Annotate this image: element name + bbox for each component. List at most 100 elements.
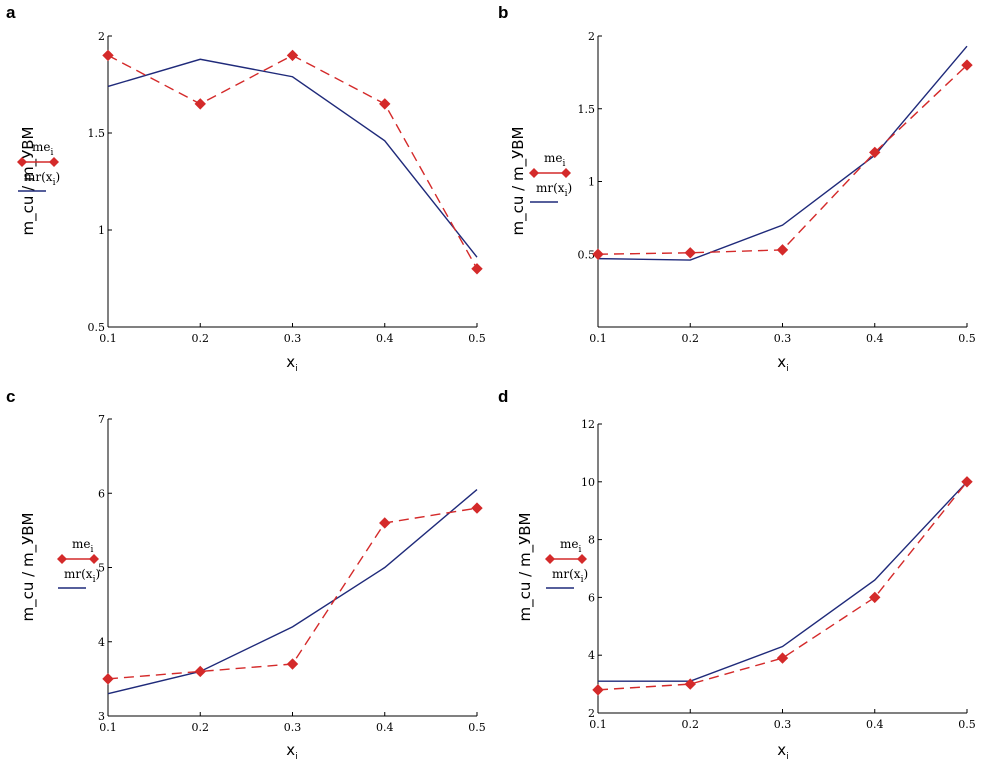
data-point-measured	[592, 248, 604, 260]
x-tick-label: 0.5	[958, 718, 976, 731]
panel-label: b	[498, 3, 508, 22]
x-tick-label: 0.2	[192, 332, 210, 345]
y-tick-label: 2	[588, 707, 595, 720]
x-axis-title: xi	[286, 353, 297, 374]
y-tick-label: 3	[98, 710, 105, 723]
x-tick-label: 0.4	[866, 332, 884, 345]
y-tick-label: 10	[581, 476, 595, 489]
x-tick-label: 0.4	[866, 718, 884, 731]
x-tick-label: 0.2	[682, 718, 700, 731]
legend-label-model: mr(xi)	[64, 567, 100, 585]
x-tick-label: 0.5	[468, 332, 486, 345]
chart-panel-a: a 0.5 1 1.5 2 0.1 0.2 0.3 0.4 0.5 xi m_cu / m_УВМme…	[6, 3, 486, 374]
y-axis-title: m_cu / m_УВМ	[19, 127, 38, 236]
series-line-model	[597, 45, 968, 261]
chart-panel-d: d 2 4 6 8 10 12 0.1 0.2 0.3 0.4 0.5 xi m_cu / m_УВМ me…	[498, 387, 976, 762]
series-line-model	[107, 58, 478, 258]
data-point-measured	[592, 684, 604, 696]
panel-label: d	[498, 387, 508, 406]
legend-marker-measured	[17, 157, 27, 167]
data-point-measured	[379, 517, 391, 529]
legend-label-model: mr(xi)	[552, 567, 588, 585]
y-axis-title: m_cu / m_УВМ	[19, 513, 38, 622]
y-tick-label: 4	[98, 636, 105, 649]
x-axis-title: xi	[286, 741, 297, 762]
data-point-measured	[961, 476, 973, 488]
data-point-measured	[286, 49, 299, 62]
y-tick-label: 0.5	[88, 321, 106, 334]
legend: mei mr(xi)	[529, 151, 572, 203]
legend-marker-measured	[561, 168, 571, 178]
y-tick-label: 6	[98, 487, 105, 500]
x-tick-label: 0.3	[284, 332, 302, 345]
data-point-measured	[194, 98, 206, 110]
x-tick-label: 0.3	[774, 332, 792, 345]
x-tick-label: 0.1	[99, 332, 117, 345]
legend-marker-measured	[49, 157, 59, 167]
legend-label-measured: mei	[560, 537, 581, 555]
x-tick-label: 0.5	[958, 332, 976, 345]
y-tick-label: 7	[98, 413, 105, 426]
y-axis-title: m_cu / m_УВМ	[509, 127, 528, 236]
x-tick-label: 0.1	[99, 721, 117, 734]
data-point-measured	[869, 146, 881, 159]
legend-marker-measured	[57, 554, 67, 564]
data-point-measured	[776, 244, 789, 256]
data-point-measured	[194, 665, 206, 678]
y-tick-label: 8	[588, 534, 595, 547]
y-tick-label: 4	[588, 649, 595, 662]
y-tick-label: 1	[588, 176, 595, 189]
x-tick-label: 0.1	[589, 332, 607, 345]
y-tick-label: 5	[98, 562, 105, 575]
data-point-measured	[102, 49, 114, 62]
y-tick-label: 2	[588, 30, 595, 43]
x-tick-label: 0.1	[589, 718, 607, 731]
y-tick-label: 6	[588, 591, 595, 604]
legend-label-measured: mei	[544, 151, 565, 169]
data-point-measured	[286, 658, 299, 670]
y-tick-label: 1.5	[88, 127, 106, 140]
x-axis-title: xi	[777, 741, 788, 762]
data-point-measured	[776, 652, 789, 664]
data-point-measured	[471, 502, 483, 514]
data-point-measured	[684, 247, 696, 259]
series-line-measured	[107, 507, 478, 680]
data-point-measured	[961, 59, 973, 71]
x-tick-label: 0.3	[774, 718, 792, 731]
legend-marker-measured	[89, 554, 99, 564]
series-line-measured	[107, 54, 478, 270]
y-axis-title: m_cu / m_УВМ	[516, 513, 535, 622]
data-point-measured	[684, 678, 696, 690]
legend-marker-measured	[577, 554, 587, 564]
data-point-measured	[379, 98, 391, 110]
legend-label-measured: mei	[32, 140, 53, 158]
legend-label-measured: mei	[72, 537, 93, 555]
data-point-measured	[102, 673, 114, 685]
panel-label: a	[6, 3, 16, 22]
legend: mei mr(xi)	[57, 537, 100, 589]
x-tick-label: 0.2	[682, 332, 700, 345]
legend: mei mr(xi)	[17, 140, 60, 192]
x-tick-label: 0.4	[376, 721, 394, 734]
y-tick-label: 1.5	[578, 103, 596, 116]
x-tick-label: 0.5	[468, 721, 486, 734]
series-line-model	[598, 481, 968, 682]
x-axis-title: xi	[777, 353, 788, 374]
legend: mei mr(xi)	[545, 537, 588, 589]
y-tick-label: 12	[581, 418, 595, 431]
panel-label: c	[6, 387, 15, 406]
data-point-measured	[869, 591, 881, 604]
legend-marker-measured	[529, 168, 539, 178]
x-tick-label: 0.4	[376, 332, 394, 345]
legend-label-model: mr(xi)	[24, 170, 60, 188]
x-tick-label: 0.2	[192, 721, 210, 734]
series-line-model	[107, 489, 478, 695]
y-tick-label: 0.5	[578, 248, 596, 261]
legend-label-model: mr(xi)	[536, 181, 572, 199]
y-tick-label: 1	[98, 224, 105, 237]
data-point-measured	[471, 263, 483, 275]
legend-marker-measured	[545, 554, 555, 564]
chart-panel-c: c 3 4 5 6 7 0.1 0.2 0.3 0.4 0.5 xi m_cu / m_УВМ mei mr…	[6, 387, 486, 762]
